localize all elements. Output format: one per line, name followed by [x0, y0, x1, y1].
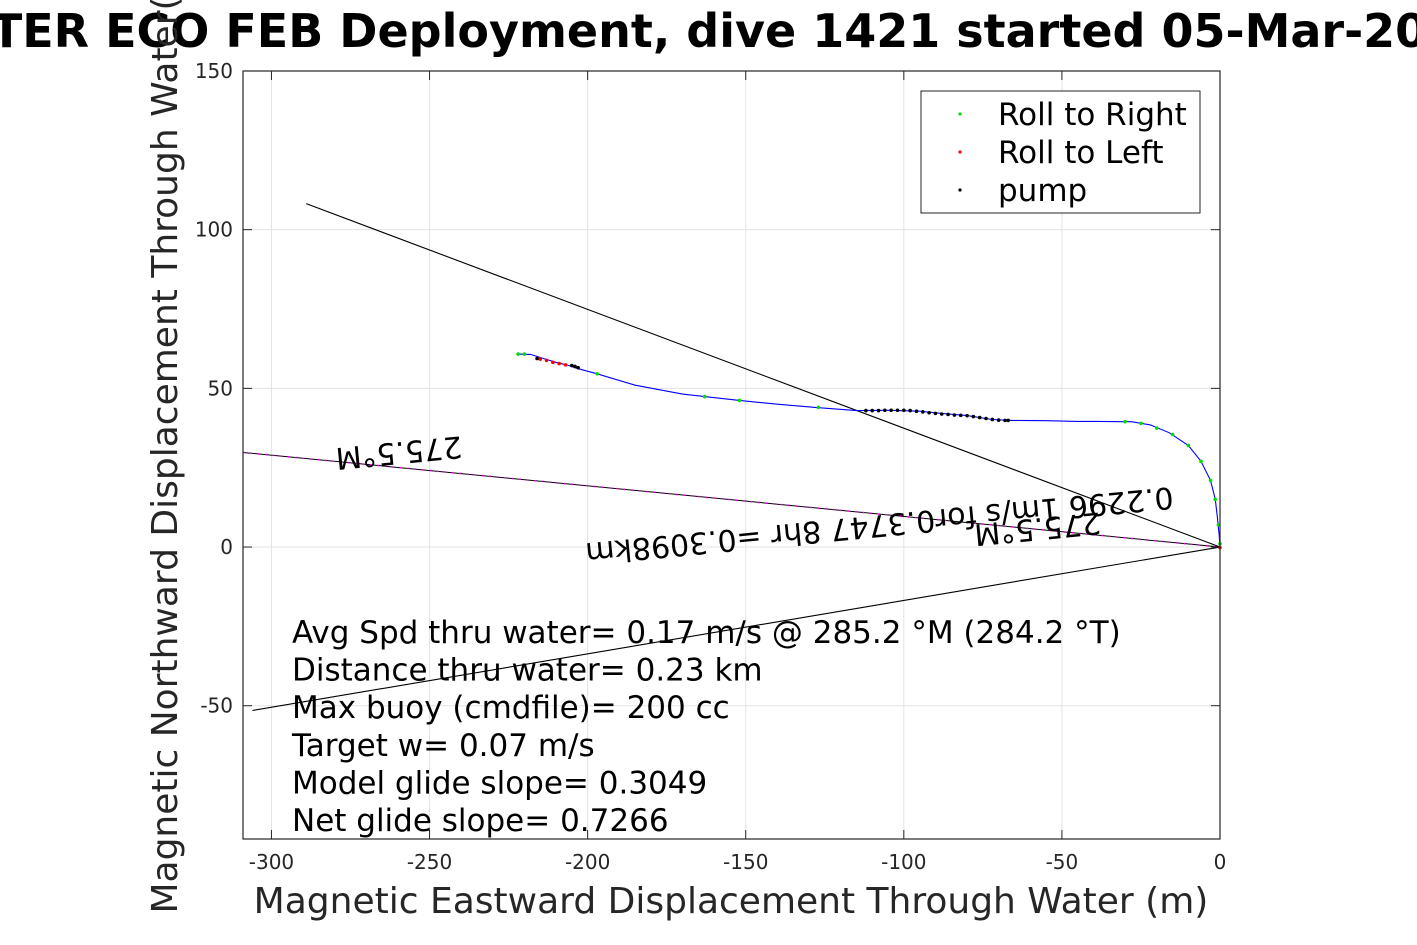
roll-right-point — [1216, 523, 1221, 527]
legend: Roll to Right Roll to Left pump — [920, 90, 1201, 214]
plot-markers — [516, 352, 1222, 550]
pump-point — [990, 417, 995, 422]
pump-point — [933, 411, 938, 416]
y-tick-label: 0 — [220, 535, 233, 559]
pump-point — [864, 408, 868, 413]
legend-box — [920, 90, 1201, 214]
axis-ticks: -300 -250 -200 -150 -100 -50 0 -50 0 50 100 150 — [195, 59, 1227, 874]
stats-line: Distance thru water= 0.23 km — [292, 653, 763, 689]
chart-title: TER ECO FEB Deployment, dive 1421 starte… — [0, 4, 1417, 58]
roll-right-point — [1186, 443, 1191, 448]
roll-right-point — [516, 352, 520, 356]
legend-marker-roll-left — [958, 150, 962, 154]
roll-right-point — [1139, 421, 1143, 426]
pump-point — [876, 408, 881, 413]
roll-right-point — [1154, 426, 1159, 430]
pump-point — [914, 409, 919, 414]
pump-point — [958, 413, 963, 418]
pump-point — [920, 410, 925, 414]
legend-label-roll-left: Roll to Left — [998, 135, 1164, 171]
legend-marker-roll-right — [958, 112, 962, 116]
roll-left-point — [538, 357, 543, 361]
y-tick-label: 150 — [195, 59, 233, 83]
x-tick-label: 0 — [1214, 850, 1227, 874]
x-tick-label: -150 — [723, 850, 768, 874]
y-axis-label: Magnetic Northward Displacement Through … — [145, 0, 186, 914]
reference-line — [306, 203, 1221, 548]
stats-line: Model glide slope= 0.3049 — [292, 765, 707, 801]
pump-point — [889, 408, 893, 413]
x-tick-label: -100 — [881, 850, 926, 874]
roll-right-point — [1123, 419, 1127, 424]
pump-point — [927, 410, 931, 415]
roll-right-point — [1170, 432, 1175, 437]
reference-line — [252, 546, 1221, 712]
roll-left-point — [551, 360, 555, 365]
x-tick-label: -300 — [249, 850, 294, 874]
pump-point — [984, 416, 988, 421]
roll-right-point — [595, 371, 599, 376]
pump-point — [971, 414, 976, 419]
y-tick-label: 50 — [208, 376, 233, 400]
y-tick-label: 100 — [195, 218, 233, 242]
roll-left-point — [563, 363, 568, 367]
pump-point — [576, 365, 580, 370]
roll-right-point — [816, 405, 821, 410]
x-tick-label: -50 — [1046, 850, 1079, 874]
pump-point — [908, 408, 912, 413]
pump-point — [952, 413, 957, 417]
legend-label-pump: pump — [998, 173, 1087, 209]
pump-point — [883, 408, 887, 413]
stats-line: Max buoy (cmdfile)= 200 cc — [292, 690, 730, 726]
pump-point — [1003, 418, 1007, 423]
roll-left-point — [544, 358, 549, 363]
stats-line: Avg Spd thru water= 0.17 m/s @ 285.2 °M … — [292, 615, 1121, 651]
pump-point — [996, 418, 1001, 422]
roll-right-point — [737, 398, 742, 403]
pump-point — [895, 408, 900, 413]
stats-block: Avg Spd thru water= 0.17 m/s @ 285.2 °M … — [291, 615, 1121, 839]
stats-line: Net glide slope= 0.7266 — [292, 803, 669, 839]
pump-point — [870, 408, 875, 413]
pump-point — [570, 363, 574, 368]
roll-right-point — [702, 394, 707, 399]
plot-border — [242, 70, 1221, 840]
pump-point — [535, 356, 539, 361]
legend-marker-pump — [958, 188, 962, 192]
pump-point — [939, 412, 944, 416]
roll-right-point — [1208, 478, 1213, 483]
pump-point — [1006, 418, 1010, 423]
pump-point — [977, 415, 982, 420]
roll-right-point — [1199, 459, 1203, 464]
heading-line-markers — [242, 451, 1221, 548]
legend-label-roll-right: Roll to Right — [998, 97, 1187, 133]
plot-lines — [242, 203, 1221, 712]
pump-point — [902, 408, 906, 413]
pump-point — [965, 413, 969, 418]
pump-point — [573, 364, 577, 369]
roll-right-point — [1213, 497, 1218, 502]
y-tick-label: -50 — [200, 694, 233, 718]
stats-line: Target w= 0.07 m/s — [291, 728, 595, 764]
roll-left-point — [557, 361, 561, 366]
pump-point — [946, 412, 950, 417]
x-tick-label: -200 — [565, 850, 610, 874]
x-tick-label: -250 — [407, 850, 452, 874]
x-axis-label: Magnetic Eastward Displacement Through W… — [254, 881, 1209, 922]
roll-right-point — [522, 352, 527, 356]
